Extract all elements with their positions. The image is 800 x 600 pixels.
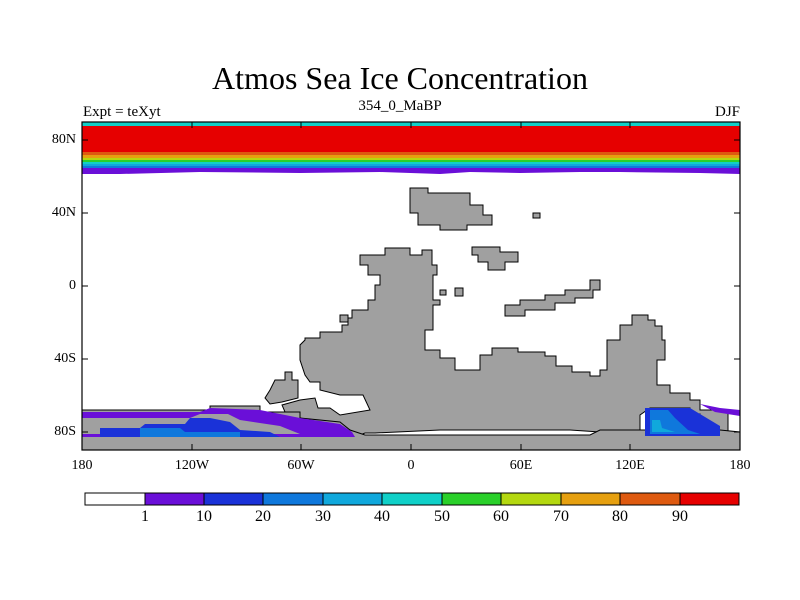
x-tick-label: 180 — [729, 458, 751, 473]
colorbar-label: 1 — [141, 508, 149, 525]
colorbar-swatch — [145, 493, 204, 505]
x-tick-label: 120E — [615, 458, 645, 473]
map-title: Atmos Sea Ice Concentration — [212, 60, 588, 96]
colorbar-swatch — [442, 493, 501, 505]
arctic-sea-ice — [82, 122, 740, 174]
colorbar — [84, 492, 740, 506]
colorbar-label: 70 — [553, 508, 569, 525]
y-tick-label: 80S — [54, 424, 76, 439]
x-tick-label: 180 — [71, 458, 93, 473]
x-tick-label: 60W — [287, 458, 315, 473]
colorbar-label: 20 — [255, 508, 271, 525]
colorbar-swatch — [323, 493, 382, 505]
colorbar-swatch — [680, 493, 739, 505]
colorbar-label: 90 — [672, 508, 688, 525]
x-tick-label: 120W — [174, 458, 210, 473]
colorbar-label: 60 — [493, 508, 509, 525]
colorbar-label: 10 — [196, 508, 212, 525]
colorbar-swatch — [263, 493, 323, 505]
colorbar-label: 30 — [315, 508, 331, 525]
experiment-label: Expt = teXyt — [83, 104, 161, 120]
tick-marks — [82, 122, 740, 450]
y-tick-label: 40S — [54, 351, 76, 366]
y-tick-label: 80N — [51, 132, 76, 147]
colorbar-swatch — [501, 493, 561, 505]
colorbar-label: 50 — [434, 508, 450, 525]
colorbar-swatch — [561, 493, 620, 505]
x-tick-label: 0 — [407, 458, 415, 473]
colorbar-label: 80 — [612, 508, 628, 525]
colorbar-swatch — [620, 493, 680, 505]
colorbar-swatch — [85, 493, 145, 505]
x-tick-label: 60E — [509, 458, 533, 473]
colorbar-swatch — [382, 493, 442, 505]
colorbar-swatch — [204, 493, 263, 505]
y-tick-label: 0 — [69, 278, 76, 293]
antarctic-sea-ice — [82, 404, 740, 437]
y-tick-label: 40N — [51, 205, 76, 220]
season-label: DJF — [714, 104, 740, 120]
period-label: 354_0_MaBP — [358, 98, 442, 114]
colorbar-label: 40 — [374, 508, 390, 525]
landmasses — [264, 187, 729, 438]
